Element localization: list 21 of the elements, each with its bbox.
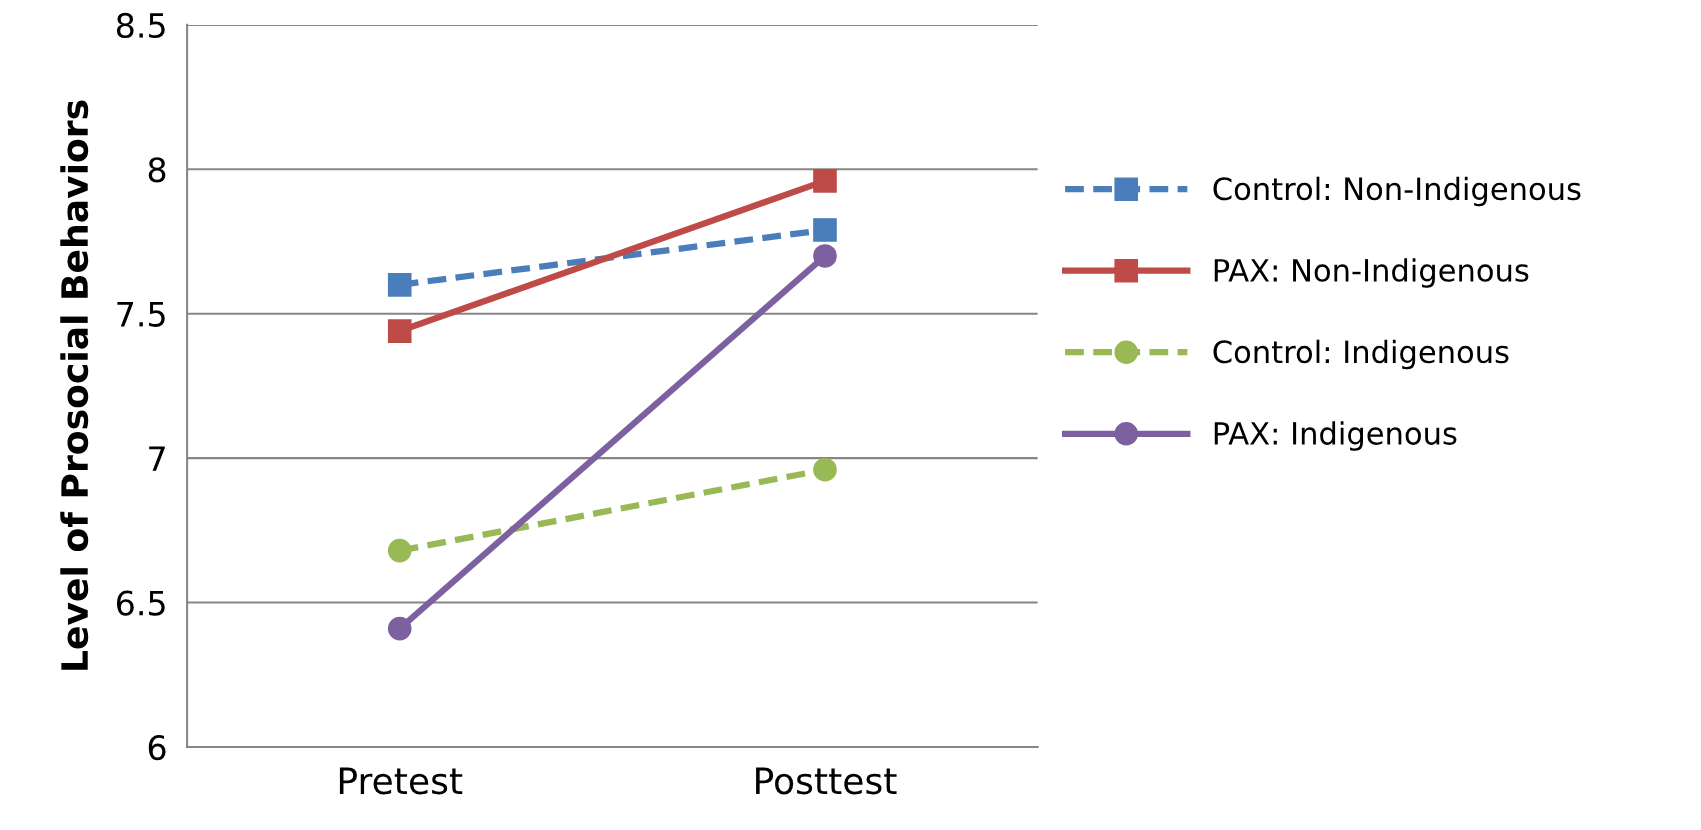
y-tick-label: 8	[148, 157, 166, 183]
y-tick-label: 6.5	[116, 590, 165, 616]
point	[387, 319, 412, 343]
point	[813, 244, 837, 268]
point	[813, 457, 837, 482]
point	[387, 616, 412, 641]
y-axis-title: Level of Prosocial Behaviors	[60, 100, 89, 670]
y-tick-label: 6	[148, 734, 166, 761]
legend-label: PAX: Indigenous	[1214, 421, 1457, 451]
legend-label: Control: Indigenous	[1213, 339, 1509, 370]
point	[387, 273, 412, 297]
legend-label: PAX: Non-Indigenous	[1214, 258, 1529, 288]
y-tick-label: 7	[149, 446, 165, 471]
x-tick-label: Pretest	[339, 767, 463, 795]
point	[387, 538, 412, 563]
legend-label: Control: Non-Indigenous	[1213, 176, 1581, 207]
y-tick-label: 8.5	[116, 12, 165, 39]
x-tick-label: Posttest	[756, 767, 897, 795]
y-tick-label: 7.5	[117, 302, 165, 327]
point	[813, 218, 837, 242]
point	[813, 169, 837, 193]
